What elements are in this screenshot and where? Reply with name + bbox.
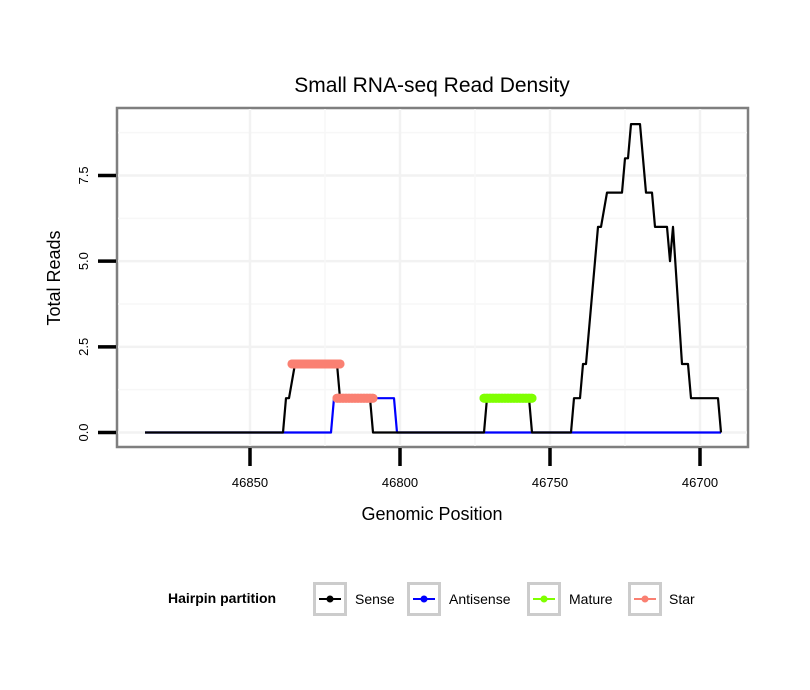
x-axis: 46850 46800 46750 46700 [232, 448, 718, 490]
star-series-points [287, 359, 378, 403]
legend-label: Antisense [449, 591, 511, 607]
legend-item-star: Star [628, 582, 695, 616]
x-tick-label: 46700 [682, 475, 718, 490]
x-axis-title: Genomic Position [361, 504, 502, 524]
legend-label: Sense [355, 591, 395, 607]
x-tick-label: 46800 [382, 475, 418, 490]
y-tick-label: 0.0 [76, 423, 91, 441]
plot-background [115, 106, 750, 449]
y-axis-title: Total Reads [44, 230, 64, 325]
x-tick-label: 46750 [532, 475, 568, 490]
y-tick-label: 5.0 [76, 252, 91, 270]
legend-item-antisense: Antisense [407, 582, 511, 616]
y-tick-label: 2.5 [76, 338, 91, 356]
legend-item-mature: Mature [527, 582, 613, 616]
legend: Hairpin partition Sense Antisense Mature St… [168, 582, 695, 616]
legend-key-point [641, 595, 649, 603]
legend-label: Mature [569, 591, 613, 607]
x-tick-label: 46850 [232, 475, 268, 490]
legend-key-point [420, 595, 428, 603]
legend-item-sense: Sense [313, 582, 395, 616]
mature-point [527, 393, 537, 403]
legend-title: Hairpin partition [168, 590, 276, 606]
chart-title: Small RNA-seq Read Density [294, 74, 570, 97]
mature-series-points [479, 393, 537, 403]
legend-key-point [326, 595, 334, 603]
legend-key-point [540, 595, 548, 603]
legend-label: Star [669, 591, 695, 607]
y-tick-label: 7.5 [76, 166, 91, 184]
star-point [368, 393, 378, 403]
series-layer [145, 122, 723, 434]
y-axis: 0.0 2.5 5.0 7.5 [76, 166, 116, 442]
star-point [335, 359, 345, 369]
